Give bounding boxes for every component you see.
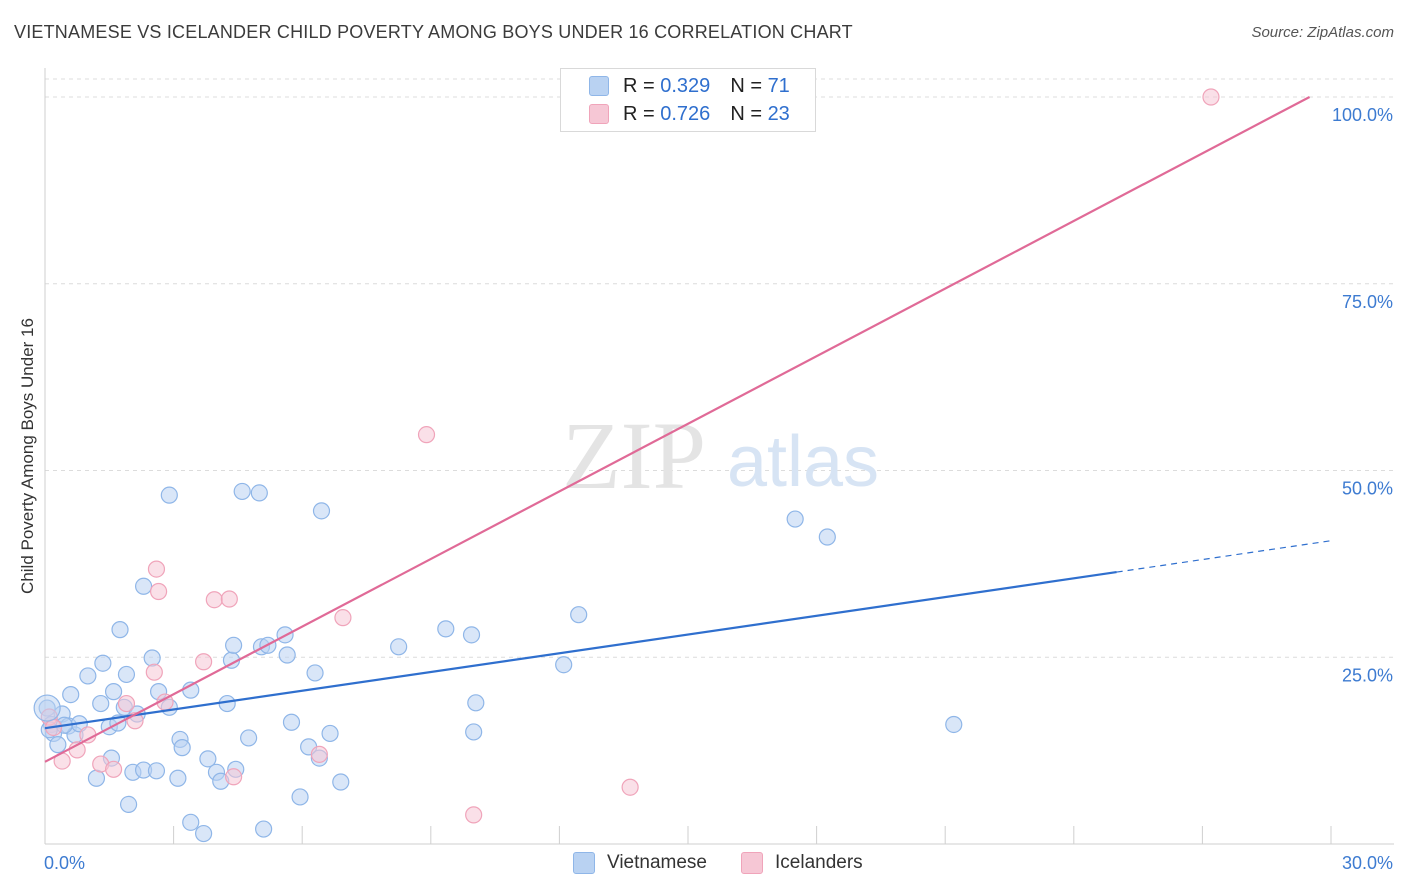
vietnamese-point — [306, 664, 324, 682]
icelanders-point — [79, 726, 97, 744]
vietnamese-point — [79, 667, 97, 685]
bottom-legend-icelanders: Icelanders — [741, 852, 863, 874]
icelanders-point — [147, 560, 166, 578]
vietnamese-point — [225, 636, 243, 654]
icelanders-swatch — [589, 104, 609, 124]
vietnamese-point — [437, 620, 455, 638]
vietnamese-point — [390, 638, 408, 656]
vietnamese-point — [255, 820, 273, 838]
y-tick-label: 50.0% — [1342, 479, 1393, 499]
legend-r-label: R = — [623, 74, 655, 97]
watermark-atlas: atlas — [727, 422, 879, 502]
icelanders-point — [205, 591, 223, 609]
chart-title: VIETNAMESE VS ICELANDER CHILD POVERTY AM… — [14, 22, 853, 42]
icelanders-point — [310, 745, 328, 763]
vietnamese-legend-swatch — [573, 852, 595, 874]
icelanders-point — [117, 694, 136, 713]
vietnamese-point — [240, 729, 258, 747]
vietnamese-point — [945, 715, 963, 734]
vietnamese-point — [49, 736, 67, 754]
vietnamese-point — [462, 626, 481, 644]
vietnamese-point — [199, 750, 217, 768]
vietnamese-point — [117, 665, 136, 684]
vietnamese-point — [94, 654, 112, 672]
vietnamese-point — [818, 528, 836, 546]
vietnamese-point — [312, 502, 331, 520]
y-tick-label: 75.0% — [1342, 292, 1393, 312]
icelanders-point — [220, 590, 238, 608]
vietnamese-point — [119, 795, 138, 814]
vietnamese-trend-line — [44, 571, 1117, 730]
legend-row-vietnamese: R = 0.329 N = 71 — [589, 73, 790, 99]
axes — [44, 68, 1394, 845]
icelanders-point — [465, 806, 483, 824]
x-tick-label: 30.0% — [1342, 853, 1393, 873]
y-tick-label: 100.0% — [1332, 105, 1393, 125]
legend-row-icelanders: R = 0.726 N = 23 — [589, 101, 790, 127]
watermark-zip: ZIP — [562, 402, 706, 509]
vietnamese-point — [465, 723, 483, 741]
vietnamese-point — [467, 694, 485, 712]
trend-lines — [44, 96, 1332, 763]
vietnamese-point — [555, 656, 573, 674]
vietnamese-legend-label: Vietnamese — [607, 852, 707, 873]
vietnamese-point — [233, 482, 251, 501]
icelanders-point — [417, 426, 436, 444]
stats-legend: R = 0.329 N = 71 R = 0.726 N = 23 — [560, 68, 816, 132]
icelanders-point — [149, 582, 168, 601]
vietnamese-point — [62, 685, 80, 704]
gridlines — [45, 78, 1394, 658]
vietnamese-point — [786, 510, 804, 528]
vietnamese-point — [87, 769, 106, 787]
legend-n-value: 71 — [767, 74, 790, 97]
legend-r-value: 0.329 — [660, 74, 711, 97]
legend-r-label: R = — [623, 102, 655, 125]
vietnamese-point — [173, 739, 191, 757]
vietnamese-point — [570, 606, 588, 624]
icelanders-point — [334, 609, 352, 627]
vietnamese-point — [92, 694, 110, 713]
y-tick-label: 25.0% — [1342, 665, 1393, 685]
source-label: Source: ZipAtlas.com — [1251, 24, 1394, 41]
icelanders-point — [225, 768, 243, 786]
vietnamese-point — [104, 683, 123, 701]
icelanders-point — [1202, 88, 1220, 106]
legend-n-value: 23 — [767, 102, 790, 125]
icelanders-point — [621, 778, 639, 796]
icelanders-trend-line — [44, 96, 1311, 763]
icelanders-point — [195, 653, 213, 671]
x-tick-label: 0.0% — [44, 853, 85, 873]
tick-labels: 25.0% 50.0% 75.0% 100.0% 0.0% 30.0% — [44, 105, 1393, 873]
vietnamese-point — [332, 773, 350, 791]
legend-n-label: N = — [730, 102, 762, 125]
vietnamese-point — [33, 694, 61, 722]
icelanders-point — [104, 760, 123, 778]
vietnamese-point — [169, 769, 187, 787]
vietnamese-point — [278, 646, 296, 664]
vietnamese-point — [321, 724, 339, 743]
legend-r-value: 0.726 — [660, 102, 711, 125]
vietnamese-point — [143, 649, 161, 667]
vietnamese-point — [134, 577, 153, 595]
vietnamese-point — [111, 621, 129, 639]
vietnamese-point — [182, 813, 200, 831]
vietnamese-swatch — [589, 76, 609, 96]
icelanders-point — [145, 663, 163, 681]
vietnamese-trend-extension — [1116, 540, 1332, 573]
vietnamese-point — [282, 713, 301, 731]
icelanders-legend-label: Icelanders — [775, 852, 863, 873]
legend-n-label: N = — [730, 74, 762, 97]
vietnamese-point — [250, 484, 268, 502]
vietnamese-point — [147, 762, 166, 780]
vietnamese-point — [160, 486, 178, 504]
vietnamese-point — [195, 824, 213, 843]
bottom-legend-vietnamese: Vietnamese — [573, 852, 707, 874]
icelanders-legend-swatch — [741, 852, 763, 874]
vietnamese-point — [291, 788, 309, 806]
